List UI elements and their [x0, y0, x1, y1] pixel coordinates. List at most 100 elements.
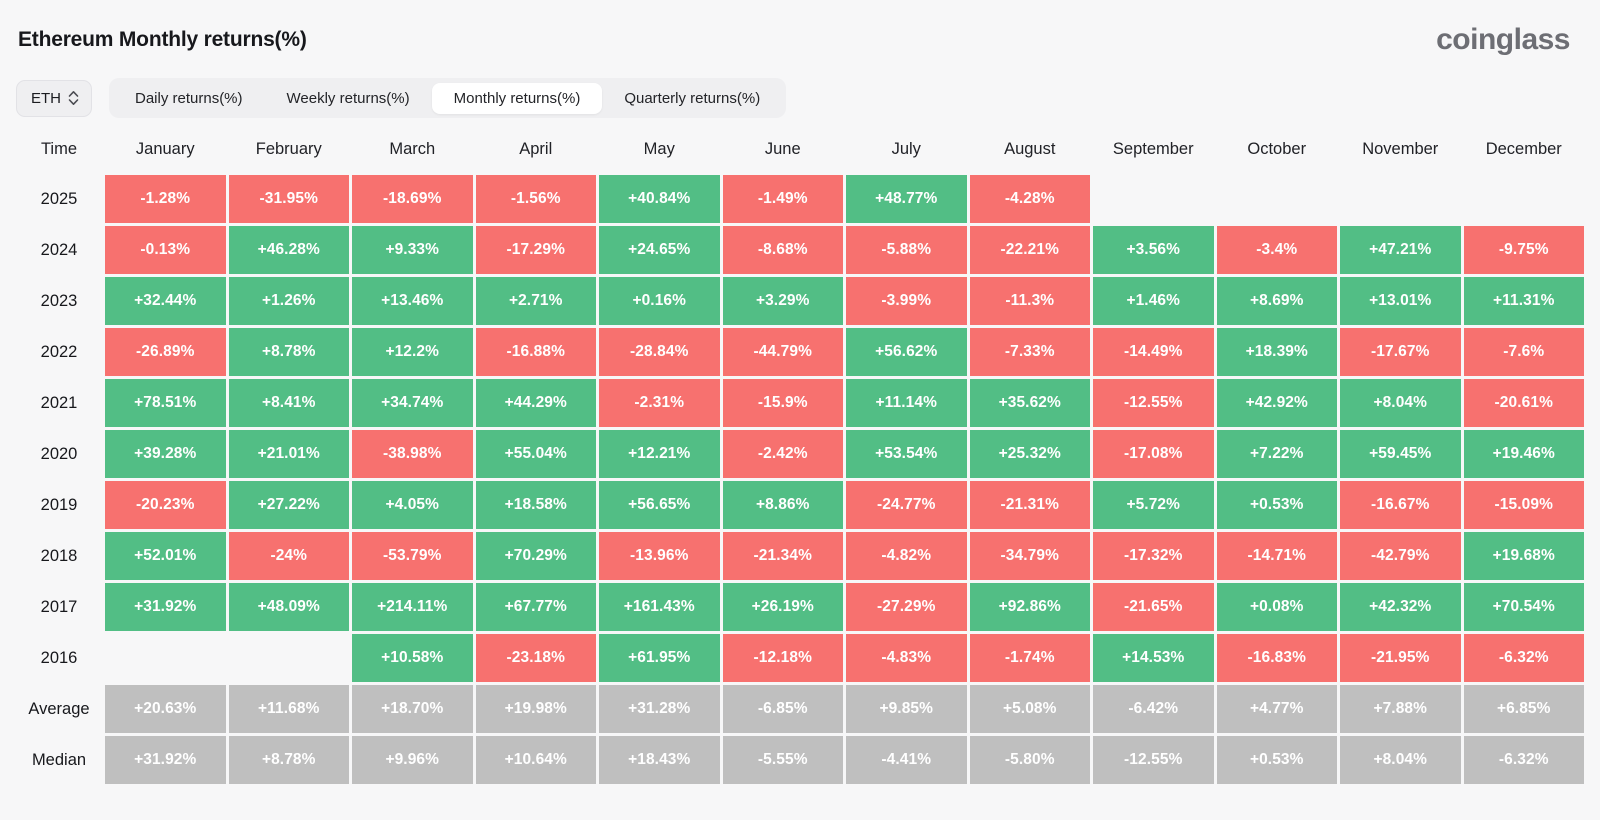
return-cell-2017-june: +26.19%	[722, 583, 843, 631]
return-cell-2017-july: -27.29%	[846, 583, 967, 631]
return-cell-average-august: +5.08%	[969, 685, 1090, 733]
return-cell-average-january: +20.63%	[105, 685, 226, 733]
return-cell-average-april: +19.98%	[475, 685, 596, 733]
return-cell-2021-february: +8.41%	[228, 379, 349, 427]
return-cell-2019-june: +8.86%	[722, 481, 843, 529]
return-cell-2021-september: -12.55%	[1093, 379, 1214, 427]
return-cell-2025-february: -31.95%	[228, 175, 349, 223]
return-cell-median-july: -4.41%	[846, 736, 967, 784]
coinglass-returns-page: Ethereum Monthly returns(%) coinglass ET…	[16, 14, 1584, 784]
return-cell-2019-november: -16.67%	[1340, 481, 1461, 529]
return-cell-average-june: -6.85%	[722, 685, 843, 733]
return-cell-median-may: +18.43%	[599, 736, 720, 784]
return-cell-2025-october	[1217, 175, 1338, 223]
coinglass-logo: coinglass	[1436, 23, 1570, 56]
return-cell-2017-november: +42.32%	[1340, 583, 1461, 631]
page-title: Ethereum Monthly returns(%)	[18, 28, 307, 51]
return-cell-2018-january: +52.01%	[105, 532, 226, 580]
returns-tab-group: Daily returns(%) Weekly returns(%) Monthly…	[109, 78, 787, 118]
return-cell-2023-december: +11.31%	[1463, 277, 1584, 325]
return-cell-2017-march: +214.11%	[352, 583, 473, 631]
return-cell-2021-july: +11.14%	[846, 379, 967, 427]
return-cell-2018-november: -42.79%	[1340, 532, 1461, 580]
return-cell-2022-november: -17.67%	[1340, 328, 1461, 376]
return-cell-median-october: +0.53%	[1216, 736, 1337, 784]
table-row-2025: 2025 -1.28% -31.95% -18.69% -1.56% +40.84% -1.…	[16, 175, 1584, 223]
return-cell-2023-march: +13.46%	[352, 277, 473, 325]
return-cell-2022-september: -14.49%	[1093, 328, 1214, 376]
topbar: Ethereum Monthly returns(%) coinglass	[16, 14, 1584, 66]
return-cell-2019-august: -21.31%	[969, 481, 1090, 529]
return-cell-median-march: +9.96%	[352, 736, 473, 784]
tab-daily-returns[interactable]: Daily returns(%)	[135, 89, 243, 107]
return-cell-2016-november: -21.95%	[1340, 634, 1461, 682]
return-cell-2016-september: +14.53%	[1093, 634, 1214, 682]
row-label-median: Median	[31, 750, 87, 769]
return-cell-2023-february: +1.26%	[228, 277, 349, 325]
return-cell-average-february: +11.68%	[228, 685, 349, 733]
table-row-2018: 2018 +52.01% -24% -53.79% +70.29% -13.96% -21.…	[16, 532, 1584, 580]
return-cell-2020-february: +21.01%	[228, 430, 349, 478]
return-cell-2020-july: +53.54%	[846, 430, 967, 478]
return-cell-2020-may: +12.21%	[599, 430, 720, 478]
returns-table: Time January February March April May June July…	[16, 132, 1584, 784]
return-cell-2021-december: -20.61%	[1463, 379, 1584, 427]
return-cell-2024-october: -3.4%	[1216, 226, 1337, 274]
return-cell-2020-september: -17.08%	[1093, 430, 1214, 478]
row-label-2016: 2016	[40, 648, 78, 667]
return-cell-2018-may: -13.96%	[599, 532, 720, 580]
column-header-november: November	[1362, 140, 1439, 158]
return-cell-2018-april: +70.29%	[475, 532, 596, 580]
return-cell-2024-september: +3.56%	[1093, 226, 1214, 274]
return-cell-2025-july: +48.77%	[846, 175, 967, 223]
return-cell-2025-march: -18.69%	[352, 175, 473, 223]
return-cell-average-may: +31.28%	[599, 685, 720, 733]
return-cell-2025-november	[1340, 175, 1461, 223]
return-cell-2025-april: -1.56%	[475, 175, 596, 223]
return-cell-2024-january: -0.13%	[105, 226, 226, 274]
return-cell-2022-june: -44.79%	[722, 328, 843, 376]
tab-monthly-returns[interactable]: Monthly returns(%)	[431, 82, 603, 114]
return-cell-2022-january: -26.89%	[105, 328, 226, 376]
return-cell-2024-june: -8.68%	[722, 226, 843, 274]
return-cell-2020-october: +7.22%	[1216, 430, 1337, 478]
return-cell-2025-august: -4.28%	[969, 175, 1090, 223]
symbol-select[interactable]: ETH	[16, 79, 92, 117]
tab-weekly-returns[interactable]: Weekly returns(%)	[286, 89, 410, 107]
return-cell-median-june: -5.55%	[722, 736, 843, 784]
return-cell-2021-october: +42.92%	[1216, 379, 1337, 427]
column-header-january: January	[135, 140, 195, 158]
return-cell-2020-august: +25.32%	[969, 430, 1090, 478]
return-cell-2024-december: -9.75%	[1463, 226, 1584, 274]
row-label-2019: 2019	[40, 495, 78, 514]
column-header-april: April	[519, 140, 553, 158]
return-cell-2020-december: +19.46%	[1463, 430, 1584, 478]
return-cell-2016-january	[105, 634, 226, 682]
column-header-august: August	[1004, 140, 1056, 158]
return-cell-2023-october: +8.69%	[1216, 277, 1337, 325]
return-cell-average-october: +4.77%	[1216, 685, 1337, 733]
return-cell-2017-may: +161.43%	[599, 583, 720, 631]
column-header-february: February	[255, 140, 322, 158]
return-cell-2018-march: -53.79%	[352, 532, 473, 580]
return-cell-2020-january: +39.28%	[105, 430, 226, 478]
return-cell-median-february: +8.78%	[228, 736, 349, 784]
return-cell-median-august: -5.80%	[969, 736, 1090, 784]
return-cell-2020-april: +55.04%	[475, 430, 596, 478]
sort-updown-icon	[68, 90, 79, 106]
tab-quarterly-returns[interactable]: Quarterly returns(%)	[624, 89, 761, 107]
column-header-march: March	[389, 140, 436, 158]
return-cell-2025-september	[1093, 175, 1214, 223]
row-label-2023: 2023	[40, 291, 78, 310]
return-cell-2023-september: +1.46%	[1093, 277, 1214, 325]
symbol-select-value: ETH	[31, 89, 61, 107]
return-cell-average-september: -6.42%	[1093, 685, 1214, 733]
table-row-2023: 2023 +32.44% +1.26% +13.46% +2.71% +0.16% +3.2…	[16, 277, 1584, 325]
row-label-2022: 2022	[40, 342, 78, 361]
column-header-september: September	[1112, 140, 1194, 158]
return-cell-2025-january: -1.28%	[105, 175, 226, 223]
return-cell-2020-march: -38.98%	[352, 430, 473, 478]
return-cell-2022-december: -7.6%	[1463, 328, 1584, 376]
return-cell-2024-november: +47.21%	[1340, 226, 1461, 274]
column-header-july: July	[891, 140, 921, 158]
